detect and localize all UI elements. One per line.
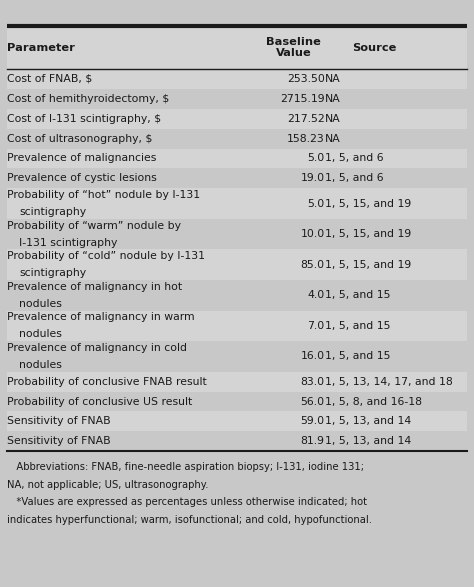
Text: Probability of conclusive FNAB result: Probability of conclusive FNAB result bbox=[7, 376, 207, 387]
Bar bbox=[7, 280, 467, 311]
Text: nodules: nodules bbox=[19, 299, 62, 309]
Text: 1, 5, and 15: 1, 5, and 15 bbox=[325, 351, 390, 362]
Text: nodules: nodules bbox=[19, 360, 62, 370]
Text: Sensitivity of FNAB: Sensitivity of FNAB bbox=[7, 416, 111, 427]
Text: Prevalence of malignancies: Prevalence of malignancies bbox=[7, 153, 156, 164]
Text: 81.9: 81.9 bbox=[301, 436, 325, 447]
Text: 2715.19: 2715.19 bbox=[280, 93, 325, 104]
Text: NA: NA bbox=[325, 73, 340, 84]
Text: 1, 5, 13, and 14: 1, 5, 13, and 14 bbox=[325, 436, 411, 447]
Text: 1, 5, and 6: 1, 5, and 6 bbox=[325, 153, 383, 164]
Text: Baseline
Value: Baseline Value bbox=[266, 37, 321, 58]
Text: 217.52: 217.52 bbox=[287, 113, 325, 124]
Text: Probability of “warm” nodule by: Probability of “warm” nodule by bbox=[7, 221, 181, 231]
Text: Sensitivity of FNAB: Sensitivity of FNAB bbox=[7, 436, 111, 447]
Text: Probability of “hot” nodule by I-131: Probability of “hot” nodule by I-131 bbox=[7, 190, 200, 200]
Text: I-131 scintigraphy: I-131 scintigraphy bbox=[19, 238, 118, 248]
Text: indicates hyperfunctional; warm, isofunctional; and cold, hypofunctional.: indicates hyperfunctional; warm, isofunc… bbox=[7, 515, 372, 525]
Text: Prevalence of malignancy in warm: Prevalence of malignancy in warm bbox=[7, 312, 195, 322]
Bar bbox=[7, 219, 467, 249]
Text: Source: Source bbox=[352, 42, 397, 53]
Text: 1, 5, 15, and 19: 1, 5, 15, and 19 bbox=[325, 229, 411, 239]
Bar bbox=[7, 109, 467, 129]
Text: Prevalence of malignancy in cold: Prevalence of malignancy in cold bbox=[7, 343, 187, 353]
Bar bbox=[7, 311, 467, 341]
Text: 253.50: 253.50 bbox=[287, 73, 325, 84]
Text: 1, 5, 15, and 19: 1, 5, 15, and 19 bbox=[325, 259, 411, 270]
Text: 1, 5, 8, and 16-18: 1, 5, 8, and 16-18 bbox=[325, 396, 422, 407]
Text: 16.0: 16.0 bbox=[301, 351, 325, 362]
Text: Cost of FNAB, $: Cost of FNAB, $ bbox=[7, 73, 92, 84]
Bar bbox=[7, 431, 467, 451]
Text: Abbreviations: FNAB, fine-needle aspiration biopsy; I-131, iodine 131;: Abbreviations: FNAB, fine-needle aspirat… bbox=[7, 462, 364, 472]
Text: 5.0: 5.0 bbox=[308, 153, 325, 164]
Bar bbox=[7, 372, 467, 392]
Bar bbox=[7, 188, 467, 219]
Text: Probability of conclusive US result: Probability of conclusive US result bbox=[7, 396, 192, 407]
Bar bbox=[7, 89, 467, 109]
Text: scintigraphy: scintigraphy bbox=[19, 268, 86, 278]
Text: scintigraphy: scintigraphy bbox=[19, 207, 86, 217]
Bar bbox=[7, 26, 467, 69]
Text: 10.0: 10.0 bbox=[301, 229, 325, 239]
Bar bbox=[7, 129, 467, 149]
Bar bbox=[7, 411, 467, 431]
Text: 158.23: 158.23 bbox=[287, 133, 325, 144]
Bar bbox=[7, 392, 467, 411]
Bar bbox=[7, 69, 467, 89]
Text: 56.0: 56.0 bbox=[301, 396, 325, 407]
Text: 1, 5, 13, and 14: 1, 5, 13, and 14 bbox=[325, 416, 411, 427]
Text: Probability of “cold” nodule by I-131: Probability of “cold” nodule by I-131 bbox=[7, 251, 205, 261]
Text: NA: NA bbox=[325, 93, 340, 104]
Bar bbox=[7, 149, 467, 168]
Text: NA: NA bbox=[325, 133, 340, 144]
Text: NA, not applicable; US, ultrasonography.: NA, not applicable; US, ultrasonography. bbox=[7, 480, 209, 490]
Text: 85.0: 85.0 bbox=[301, 259, 325, 270]
Text: 5.0: 5.0 bbox=[308, 198, 325, 209]
Text: 19.0: 19.0 bbox=[301, 173, 325, 184]
Text: Cost of I-131 scintigraphy, $: Cost of I-131 scintigraphy, $ bbox=[7, 113, 161, 124]
Text: 1, 5, and 6: 1, 5, and 6 bbox=[325, 173, 383, 184]
Text: Prevalence of cystic lesions: Prevalence of cystic lesions bbox=[7, 173, 157, 184]
Text: 1, 5, and 15: 1, 5, and 15 bbox=[325, 290, 390, 301]
Text: Cost of hemithyroidectomy, $: Cost of hemithyroidectomy, $ bbox=[7, 93, 169, 104]
Text: *Values are expressed as percentages unless otherwise indicated; hot: *Values are expressed as percentages unl… bbox=[7, 497, 367, 507]
Bar bbox=[7, 341, 467, 372]
Bar bbox=[7, 168, 467, 188]
Text: 59.0: 59.0 bbox=[301, 416, 325, 427]
Text: Parameter: Parameter bbox=[7, 42, 75, 53]
Text: 7.0: 7.0 bbox=[308, 321, 325, 331]
Text: NA: NA bbox=[325, 113, 340, 124]
Text: Cost of ultrasonography, $: Cost of ultrasonography, $ bbox=[7, 133, 153, 144]
Text: 1, 5, 13, 14, 17, and 18: 1, 5, 13, 14, 17, and 18 bbox=[325, 376, 453, 387]
Text: 4.0: 4.0 bbox=[308, 290, 325, 301]
Text: 1, 5, and 15: 1, 5, and 15 bbox=[325, 321, 390, 331]
Text: Prevalence of malignancy in hot: Prevalence of malignancy in hot bbox=[7, 282, 182, 292]
Text: 83.0: 83.0 bbox=[301, 376, 325, 387]
Text: 1, 5, 15, and 19: 1, 5, 15, and 19 bbox=[325, 198, 411, 209]
Bar bbox=[7, 249, 467, 280]
Text: nodules: nodules bbox=[19, 329, 62, 339]
